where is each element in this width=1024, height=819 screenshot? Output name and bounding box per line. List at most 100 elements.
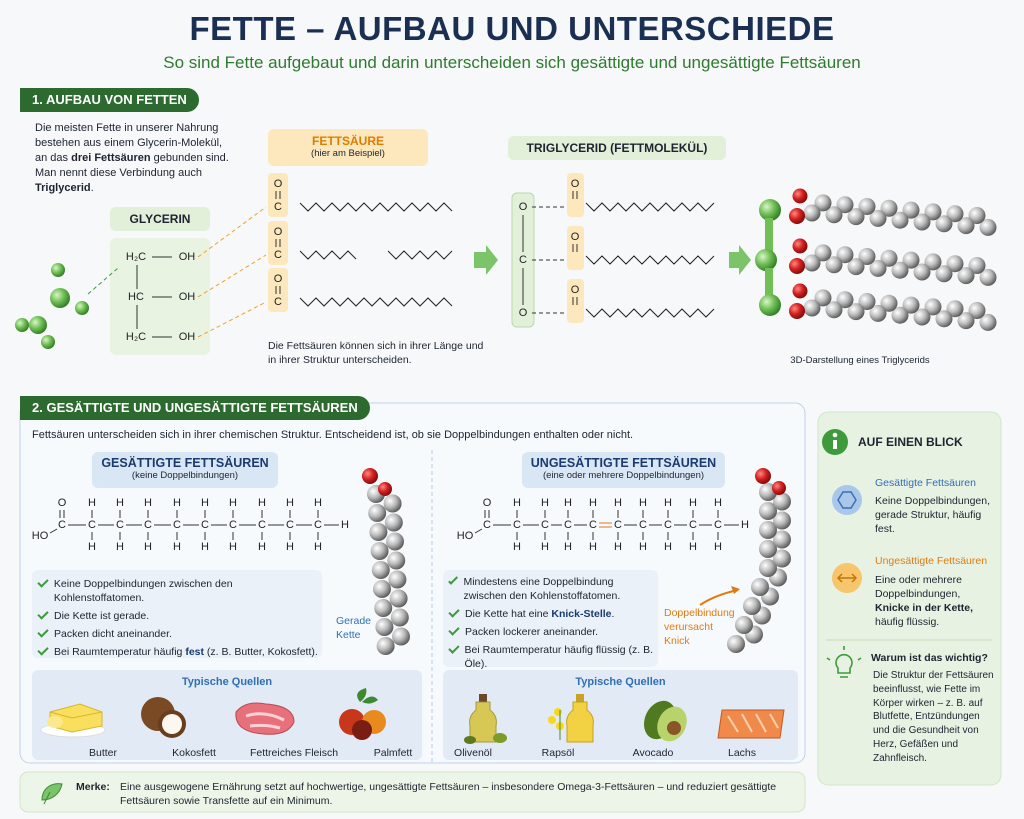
atom-label: H <box>229 497 237 509</box>
carbon-atom <box>759 521 777 539</box>
carbon-chain <box>299 250 453 260</box>
check-icon <box>448 642 460 654</box>
source-label: Palmfett <box>373 747 413 759</box>
atom-label: H <box>541 541 549 553</box>
link-line <box>197 206 267 258</box>
carbon-atom <box>957 267 975 285</box>
summary-item-title: Ungesättigte Fettsäuren <box>875 555 988 567</box>
saturated-title: GESÄTTIGTE FETTSÄUREN <box>101 456 269 470</box>
saturated-icon <box>832 485 862 515</box>
carbon-atom <box>825 301 843 319</box>
oxygen-atom <box>789 258 805 274</box>
carbon-atom <box>858 248 876 265</box>
link-line <box>197 301 267 338</box>
glycerin-atom <box>759 199 781 221</box>
bullet: Packen dicht aneinander. <box>37 626 320 641</box>
section-heading: 2. GESÄTTIGTE UND UNGESÄTTIGTE FETTSÄURE… <box>20 396 370 420</box>
oxygen-atom <box>792 238 808 254</box>
glycerin-bond <box>765 268 773 304</box>
carbon-atom <box>880 199 898 217</box>
carbon-chain <box>585 255 715 265</box>
summary-item-title: Gesättigte Fettsäuren <box>875 477 976 489</box>
meat-icon <box>235 702 295 735</box>
atom-label: O <box>274 178 283 190</box>
glycerin-atom <box>15 318 29 332</box>
text-part: Knicke in der Kette, <box>875 602 974 614</box>
carbon-atom <box>869 304 887 322</box>
coconut-icon <box>141 697 186 738</box>
bullet: Mindestens eine Doppelbindung zwischen d… <box>448 574 654 603</box>
carbon-atom <box>946 255 964 273</box>
atom-label: H <box>173 497 181 509</box>
carbon-atom <box>383 494 402 513</box>
bullet: Die Kette ist gerade. <box>37 608 320 623</box>
saturated-title-box: GESÄTTIGTE FETTSÄUREN (keine Doppelbindu… <box>92 452 278 488</box>
text-part: Keine Doppelbindungen, gerade Struktur, … <box>875 495 991 535</box>
bond <box>474 528 483 534</box>
atom-label: H <box>314 497 322 509</box>
carbon-atom <box>979 218 997 236</box>
atom-label: H <box>201 497 209 509</box>
atom-label: H <box>639 497 647 509</box>
atom-label: H <box>614 497 622 509</box>
carbon-atom <box>390 608 409 627</box>
carbon-atom <box>370 542 389 560</box>
salmon-icon <box>717 709 785 739</box>
atom-label: C <box>258 519 266 531</box>
atom-label: HO <box>457 530 474 542</box>
olive-oil-icon <box>464 694 507 744</box>
arrow <box>474 245 498 275</box>
bullet: Bei Raumtemperatur häufig flüssig (z. B.… <box>448 642 654 671</box>
atom-label: HC <box>128 291 144 303</box>
carbon-atom <box>368 504 387 522</box>
glycerin-atom <box>75 301 89 315</box>
glycerin-atom <box>50 288 70 308</box>
atom-label: H <box>664 497 672 509</box>
atom-label: O <box>274 273 283 285</box>
oxygen-atom <box>789 208 805 224</box>
atom-label: C <box>173 519 181 531</box>
carbon-atom <box>913 213 931 231</box>
fatty-acid-caption: Die Fettsäuren können sich in ihrer Läng… <box>268 340 484 366</box>
carbon-atom <box>946 300 964 318</box>
carbon-atom <box>386 532 404 551</box>
atom-label: C <box>88 519 96 531</box>
carbon-atom <box>880 249 898 267</box>
summary-item-text: Eine oder mehrere Doppelbindungen, Knick… <box>875 573 995 629</box>
carbon-atom <box>759 502 777 520</box>
atom-label: O <box>58 497 67 509</box>
atom-label: H <box>664 541 672 553</box>
carbon-atom <box>825 256 843 274</box>
atom-label: O <box>571 231 580 243</box>
bullet-text: Packen dicht aneinander. <box>54 627 172 641</box>
carbon-atom <box>979 268 997 286</box>
text-part: gebunden sind. Man nennt diese Verbindun… <box>35 152 229 179</box>
carbon-atom <box>388 570 407 589</box>
atom-label: H <box>513 497 521 509</box>
atom-label: C <box>58 519 66 531</box>
check-icon <box>37 644 49 656</box>
atom-label: C <box>274 249 282 261</box>
carbon-atom <box>759 559 777 577</box>
atom-label: H <box>258 541 266 553</box>
unsaturated-icon <box>836 573 858 583</box>
saturated-icon <box>837 491 857 509</box>
atom-label: H <box>689 497 697 509</box>
carboxyl-highlight <box>268 221 288 265</box>
atom-label: H <box>286 497 294 509</box>
fatty-acid-note: (hier am Beispiel) <box>311 148 385 159</box>
annotation-arrow <box>731 586 740 594</box>
carbon-atom <box>935 215 953 233</box>
summary-title: AUF EINEN BLICK <box>858 435 963 449</box>
carbon-atom <box>913 308 931 326</box>
carbon-atom <box>957 217 975 235</box>
carbon-atom <box>836 291 854 309</box>
atom-label: H <box>513 541 521 553</box>
carbon-atom <box>773 530 791 549</box>
text-part: Die Kette hat eine <box>465 608 552 620</box>
footer-text: Eine ausgewogene Ernährung setzt auf hoc… <box>120 781 777 807</box>
atom-label: OH <box>179 331 196 343</box>
text-part: (z. B. Butter, Kokosfett). <box>204 646 318 658</box>
carbon-atom <box>374 599 393 617</box>
